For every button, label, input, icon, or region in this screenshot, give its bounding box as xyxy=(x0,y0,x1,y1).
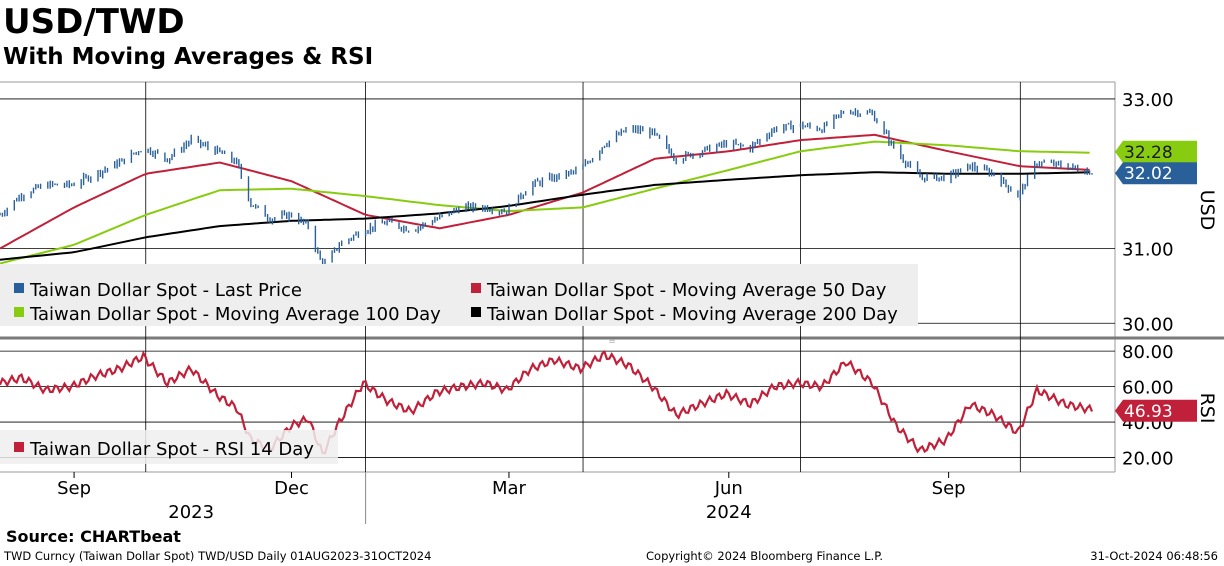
price-tick-label: 33.00 xyxy=(1122,90,1174,111)
legend-label-ma100: Taiwan Dollar Spot - Moving Average 100 … xyxy=(29,304,441,325)
tag-rsi-label: 46.93 xyxy=(1124,402,1173,422)
tag-price-label: 32.02 xyxy=(1124,164,1173,184)
x-tick-label: Dec xyxy=(274,478,309,499)
legend-swatch-ma200 xyxy=(471,307,481,317)
rsi-tick-label: 80.00 xyxy=(1122,342,1174,363)
series-line-ma100[interactable] xyxy=(0,140,1090,265)
tag-price: 32.02 xyxy=(1115,162,1197,185)
x-year-label: 2024 xyxy=(706,502,752,523)
legend-label-ma200: Taiwan Dollar Spot - Moving Average 200 … xyxy=(486,304,898,325)
series-line-rsi[interactable] xyxy=(0,350,1094,455)
x-tick-label: Sep xyxy=(57,478,91,499)
legend-label-rsi: Taiwan Dollar Spot - RSI 14 Day xyxy=(29,439,314,460)
series-line-ma200[interactable] xyxy=(0,171,1090,261)
x-tick-label: Sep xyxy=(932,478,966,499)
panel-divider-grip-icon[interactable]: = xyxy=(608,337,616,347)
x-tick-label: Mar xyxy=(492,478,527,499)
rsi-axis-title: RSI xyxy=(1196,393,1218,424)
rsi-tick-label: 20.00 xyxy=(1122,449,1174,470)
tag-rsi: 46.93 xyxy=(1115,399,1197,422)
price-tick-label: 31.00 xyxy=(1122,240,1174,261)
legend-swatch-rsi xyxy=(14,442,24,452)
tag-ma100: 32.28 xyxy=(1115,140,1197,163)
chart-subtitle: With Moving Averages & RSI xyxy=(3,44,374,70)
source-note: Source: CHARTbeat xyxy=(6,527,181,546)
legend-label-ma50: Taiwan Dollar Spot - Moving Average 50 D… xyxy=(486,280,887,301)
footer-timestamp: 31-Oct-2024 06:48:56 xyxy=(1090,549,1218,563)
x-tick-label: Jun xyxy=(714,478,743,499)
legend-swatch-price xyxy=(14,283,24,293)
tag-ma100-label: 32.28 xyxy=(1124,143,1173,163)
footer-copyright: Copyright© 2024 Bloomberg Finance L.P. xyxy=(646,549,883,563)
chart-area[interactable]: = 30.0031.0033.0020.0040.0060.0080.00Sep… xyxy=(0,0,1224,525)
chart-title: USD/TWD xyxy=(3,2,185,42)
price-axis-title: USD xyxy=(1196,190,1218,231)
legend-swatch-ma50 xyxy=(471,283,481,293)
x-year-label: 2023 xyxy=(168,502,214,523)
rsi-legend xyxy=(0,430,338,464)
price-legend xyxy=(0,264,918,326)
price-tick-label: 30.00 xyxy=(1122,314,1174,335)
rsi-tick-label: 60.00 xyxy=(1122,378,1174,399)
legend-label-price: Taiwan Dollar Spot - Last Price xyxy=(29,280,302,301)
legend-swatch-ma100 xyxy=(14,307,24,317)
footer-ticker-info: TWD Curncy (Taiwan Dollar Spot) TWD/USD … xyxy=(4,549,432,563)
